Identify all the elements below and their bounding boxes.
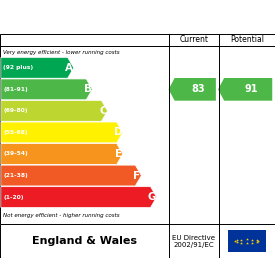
Text: 91: 91 bbox=[244, 84, 258, 94]
Polygon shape bbox=[1, 101, 108, 121]
Text: C: C bbox=[99, 106, 107, 116]
Text: F: F bbox=[133, 171, 140, 181]
Text: (81-91): (81-91) bbox=[3, 87, 28, 92]
Text: B: B bbox=[84, 84, 92, 94]
Text: Current: Current bbox=[179, 35, 208, 44]
Polygon shape bbox=[169, 78, 216, 101]
Polygon shape bbox=[1, 58, 74, 78]
Text: Potential: Potential bbox=[230, 35, 264, 44]
Text: G: G bbox=[148, 192, 156, 202]
Text: Energy Efficiency Rating: Energy Efficiency Rating bbox=[46, 10, 229, 23]
Text: 83: 83 bbox=[191, 84, 205, 94]
Bar bbox=[227, 230, 266, 252]
Text: (92 plus): (92 plus) bbox=[3, 65, 34, 70]
Text: (1-20): (1-20) bbox=[3, 195, 24, 200]
Text: England & Wales: England & Wales bbox=[32, 236, 137, 246]
Text: D: D bbox=[114, 127, 122, 138]
Text: (21-38): (21-38) bbox=[3, 173, 28, 178]
Text: A: A bbox=[65, 63, 73, 73]
Text: (55-68): (55-68) bbox=[3, 130, 28, 135]
Polygon shape bbox=[1, 144, 123, 164]
Polygon shape bbox=[218, 78, 272, 101]
Polygon shape bbox=[1, 165, 141, 186]
Polygon shape bbox=[1, 79, 92, 100]
Polygon shape bbox=[1, 122, 123, 143]
Text: (69-80): (69-80) bbox=[3, 108, 28, 113]
Text: E: E bbox=[114, 149, 122, 159]
Text: Not energy efficient - higher running costs: Not energy efficient - higher running co… bbox=[3, 213, 119, 218]
Text: (39-54): (39-54) bbox=[3, 151, 28, 157]
Text: Very energy efficient - lower running costs: Very energy efficient - lower running co… bbox=[3, 50, 119, 55]
Polygon shape bbox=[1, 187, 156, 207]
Text: EU Directive
2002/91/EC: EU Directive 2002/91/EC bbox=[172, 235, 215, 248]
